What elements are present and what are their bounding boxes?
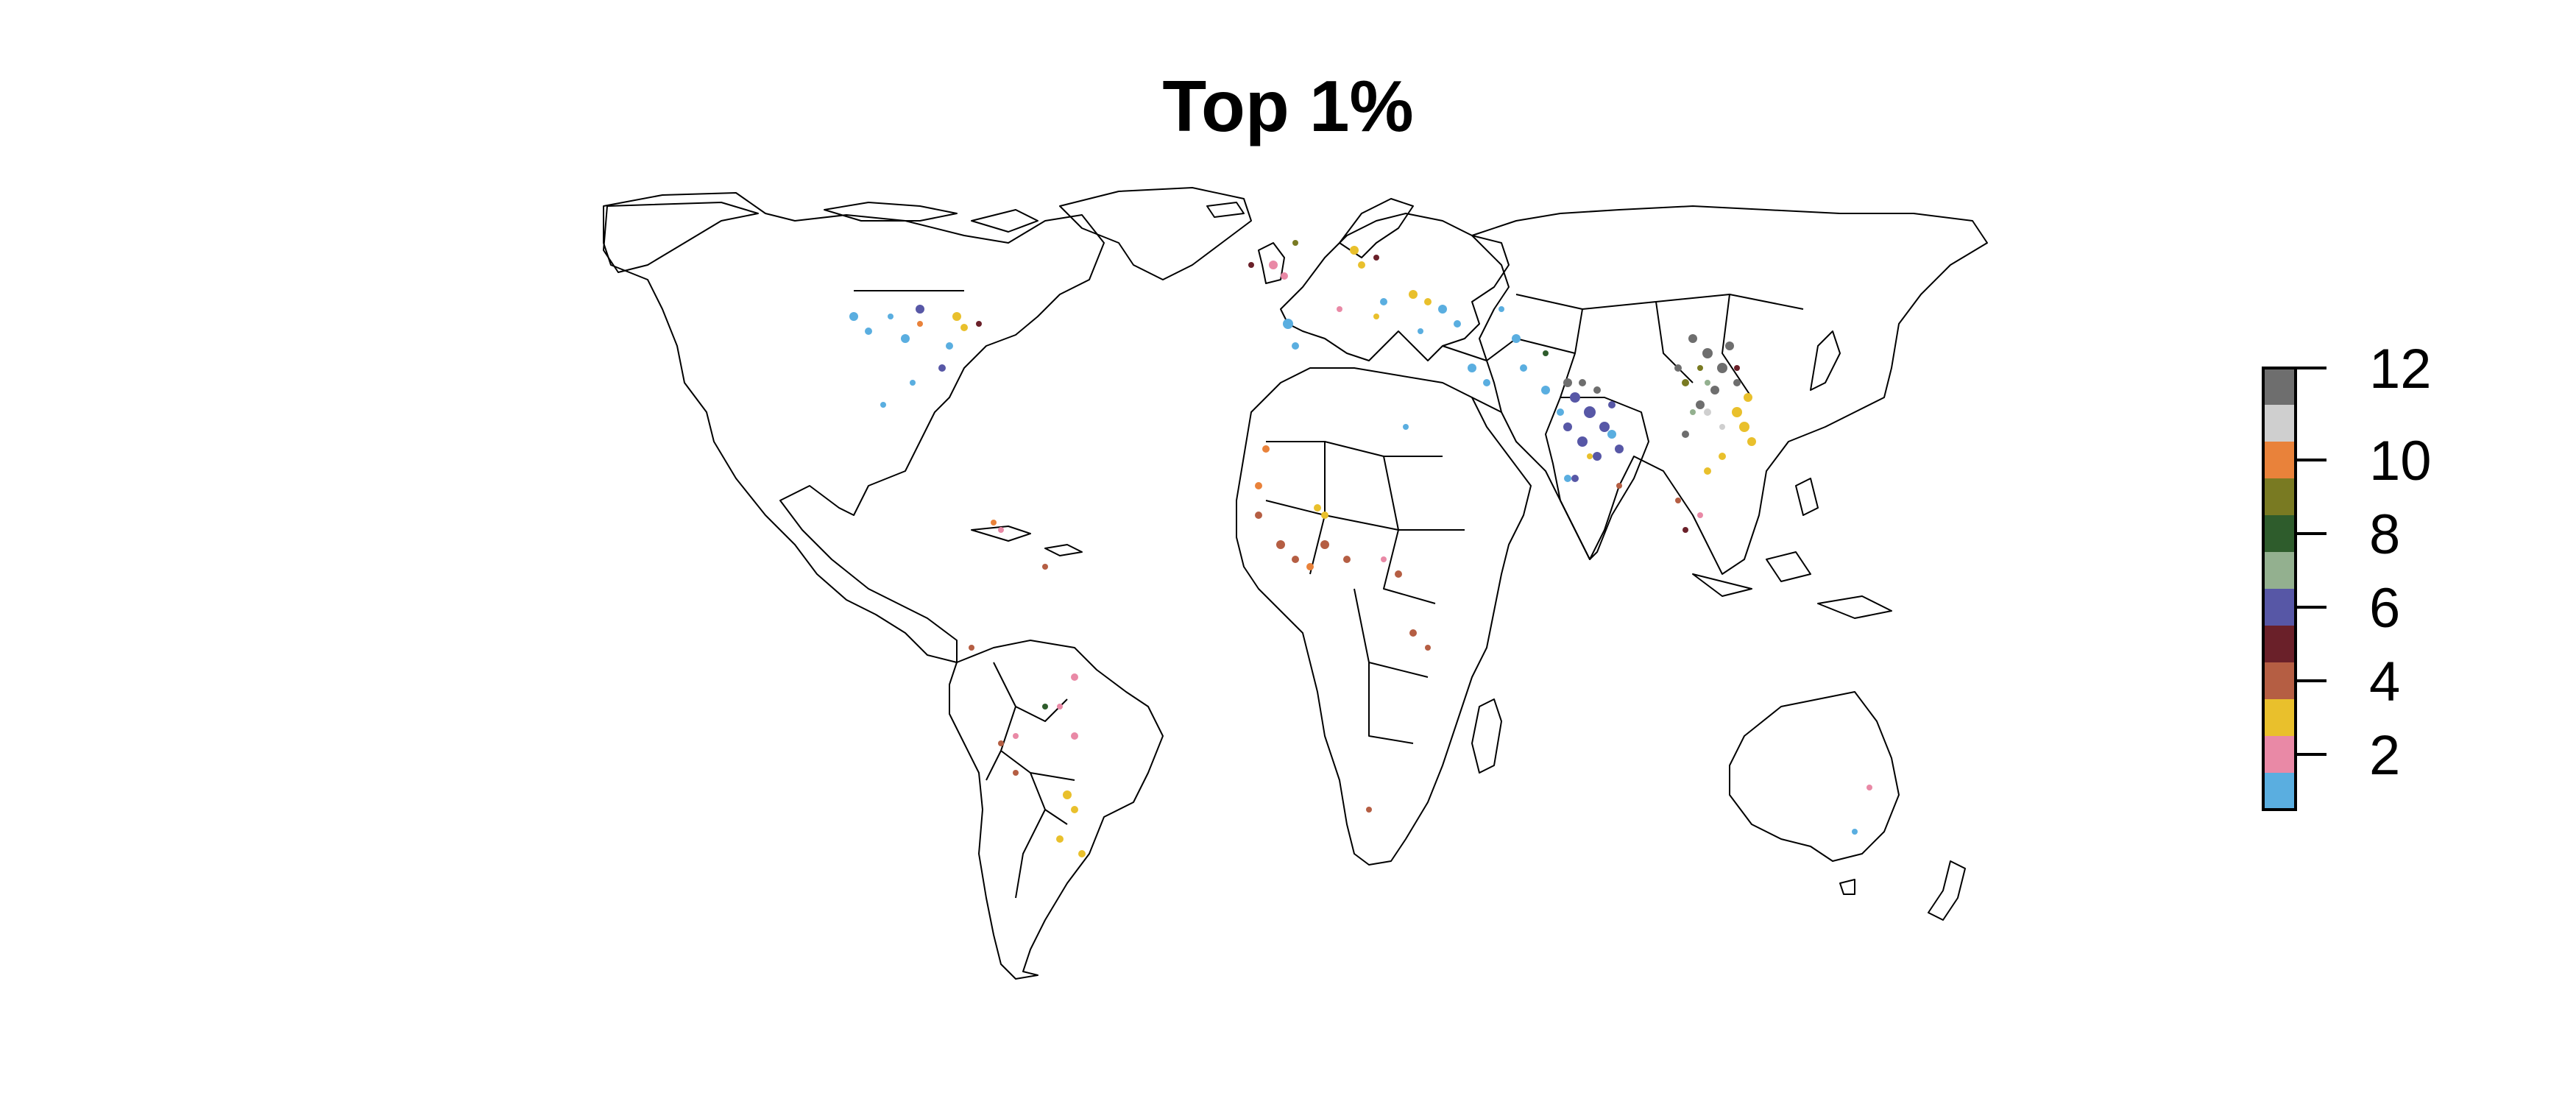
southeast-asia-islands	[1692, 478, 1892, 619]
south-america-borders	[986, 662, 1075, 899]
class-5-specks	[976, 255, 1740, 533]
country-outlines	[603, 187, 1988, 980]
class-1-specks	[849, 298, 1858, 835]
arctic-islands-outline	[824, 202, 1038, 233]
india-outline	[1545, 397, 1649, 560]
class-2-specks	[998, 261, 1872, 790]
iceland-outline	[1206, 202, 1245, 218]
japan-outline	[1810, 330, 1841, 391]
asia-outline	[1471, 205, 1988, 575]
uk-outline	[1258, 242, 1285, 284]
class-8-specks	[1042, 350, 1549, 710]
class-9-specks	[1292, 240, 1703, 386]
class-11-specks	[1704, 408, 1725, 430]
australia-outline	[1729, 691, 1900, 862]
map-title: Top 1%	[1162, 66, 1414, 146]
scandinavia-outline	[1339, 198, 1414, 258]
class-4-specks	[969, 483, 1681, 813]
europe-outline	[1280, 213, 1510, 361]
asia-borders	[1442, 294, 1804, 413]
class-3-specks	[952, 246, 1756, 857]
greenland-outline	[1059, 187, 1252, 280]
africa-borders	[1265, 441, 1465, 744]
class-12-specks	[1563, 334, 1741, 438]
class-7-specks	[1690, 380, 1710, 415]
north-america-outline	[603, 192, 1105, 663]
alaska-outline	[603, 202, 759, 273]
south-america-outline	[949, 640, 1164, 980]
classification-specks	[849, 240, 1872, 857]
class-10-specks	[917, 321, 1314, 570]
madagascar-outline	[1471, 698, 1502, 774]
class-6-specks	[916, 305, 1624, 482]
africa-outline	[1236, 367, 1532, 866]
caribbean-outline	[971, 526, 1083, 556]
new-zealand-outline	[1928, 860, 1966, 921]
tasmania-outline	[1839, 879, 1855, 895]
